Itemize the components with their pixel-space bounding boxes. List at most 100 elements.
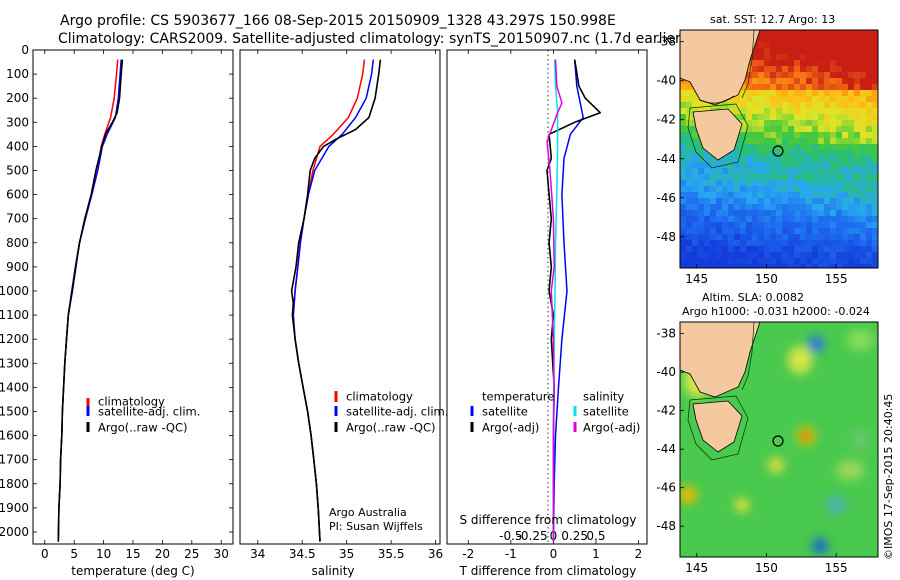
salinity-series (290, 59, 382, 542)
longitude-tick-label: 145 (685, 561, 708, 575)
temperature-x-axis: 0 5 10 15 20 25 30 (41, 50, 229, 561)
mainland-shelf-contour (741, 322, 755, 391)
latitude-tick-label: -40 (656, 365, 676, 379)
salinity-panel: 34 34.5 35 35.5 36 salinity climatology sate… (239, 49, 448, 578)
latitude-tick-label: -38 (656, 35, 676, 49)
sst-map-panel: sat. SST: 12.7 Argo: 13 145 150 155 -38 -40 -… (656, 13, 879, 286)
sst-map-axes: 145 150 155 -38 -40 -42 -44 -46 -48 (656, 35, 847, 286)
sla-map-axes: 145 150 155 -38 -40 -42 -44 -46 -48 (656, 327, 847, 575)
legend-s-argo: Argo(-adj) (583, 421, 640, 435)
sst-heatmap (680, 30, 878, 268)
salinity-axes-frame (239, 49, 441, 545)
shelf-contour (687, 395, 749, 461)
depth-tick-label: 1800 (0, 477, 29, 491)
salinity-xlabel: salinity (311, 564, 354, 578)
depth-tick-label: 1700 (0, 453, 29, 467)
depth-tick-label: 100 (6, 67, 29, 81)
sla-heatmap (680, 322, 878, 557)
latitude-tick-label: -44 (656, 152, 676, 166)
shelf-contour (687, 103, 749, 169)
sla-map-subtitle: Argo h1000: -0.031 h2000: -0.024 (682, 305, 870, 318)
legend-s-satellite: satellite (583, 405, 629, 419)
annotation-pi: PI: Susan Wijffels (329, 520, 423, 533)
longitude-tick-label: 150 (755, 561, 778, 575)
x-tick-label: 0 (41, 547, 49, 561)
legend-climatology: climatology (98, 395, 165, 409)
salinity-x-axis: 34 34.5 35 35.5 36 (250, 50, 443, 561)
depth-tick-label: 700 (6, 212, 29, 226)
x-tick-label: 25 (184, 547, 199, 561)
salinity-legend: climatology satellite-adj. clim. Argo(..… (334, 390, 448, 435)
latitude-tick-label: -40 (656, 74, 676, 88)
x-tick-label: 15 (125, 547, 140, 561)
depth-tick-label: 500 (6, 163, 29, 177)
latitude-tick-label: -42 (656, 404, 676, 418)
temperature-axes-frame (32, 49, 234, 545)
sla-map-title: Altim. SLA: 0.0082 (702, 291, 804, 304)
depth-tick-label: 1300 (0, 356, 29, 370)
imos-credit: ©IMOS 17-Sep-2015 20:40:45 (882, 394, 895, 560)
sst-map-title: sat. SST: 12.7 Argo: 13 (710, 13, 835, 26)
s-difference-axis: -0.5-0.25 0 0.250.5 (499, 529, 605, 543)
legend-header-temperature: temperature (482, 390, 554, 404)
latitude-tick-label: -42 (656, 113, 676, 127)
series-line-argo-raw-qc (57, 59, 124, 542)
depth-tick-label: 1600 (0, 429, 29, 443)
x-tick-label: -2 (462, 547, 474, 561)
depth-tick-label: 2000 (0, 525, 29, 539)
series-line-argo-raw-qc (290, 59, 382, 542)
s-difference-tick-label: -0.5 (499, 529, 522, 543)
longitude-tick-label: 155 (825, 561, 848, 575)
figure-title-line1: Argo profile: CS 5903677_166 08-Sep-2015… (60, 13, 616, 29)
difference-legend: temperature salinity satellite Argo(-adj… (470, 390, 640, 435)
argo-float-marker (772, 435, 784, 447)
depth-tick-label: 1000 (0, 284, 29, 298)
depth-tick-label: 800 (6, 236, 29, 250)
depth-tick-label: 900 (6, 260, 29, 274)
longitude-tick-label: 155 (825, 272, 848, 286)
figure-title-line2: Climatology: CARS2009. Satellite-adjuste… (58, 31, 686, 47)
longitude-tick-label: 145 (685, 272, 708, 286)
x-tick-label: 0 (550, 547, 558, 561)
latitude-tick-label: -38 (656, 327, 676, 341)
legend-argo: Argo(..raw -QC) (346, 421, 436, 435)
depth-tick-label: 400 (6, 139, 29, 153)
mainland-shelf-contour (741, 30, 755, 99)
latitude-tick-label: -46 (656, 191, 676, 205)
t-difference-x-axis: -2 -1 0 1 2 (462, 50, 642, 561)
sla-map-frame (679, 321, 879, 558)
depth-tick-label: 1400 (0, 380, 29, 394)
x-tick-label: 36 (428, 547, 443, 561)
legend-argo: Argo(..raw -QC) (98, 421, 188, 435)
difference-axes-frame (446, 49, 648, 545)
temperature-series (57, 59, 124, 542)
depth-tick-label: 200 (6, 91, 29, 105)
x-tick-label: 5 (70, 547, 78, 561)
mainland-australia (680, 30, 761, 106)
s-difference-tick-label: -0.25 (517, 529, 548, 543)
depth-tick-label: 600 (6, 188, 29, 202)
x-tick-label: 34 (250, 547, 265, 561)
tasmania (692, 400, 743, 453)
x-tick-label: 10 (96, 547, 111, 561)
depth-tick-label: 1100 (0, 308, 29, 322)
legend-satellite: satellite-adj. clim. (98, 405, 200, 419)
legend-t-satellite: satellite (482, 405, 528, 419)
s-difference-tick-label: 0.25 (561, 529, 588, 543)
legend-climatology: climatology (346, 390, 413, 404)
difference-series (546, 59, 602, 542)
x-tick-label: 1 (592, 547, 600, 561)
depth-tick-label: 0 (21, 43, 29, 57)
depth-tick-label: 1900 (0, 501, 29, 515)
x-tick-label: 2 (635, 547, 643, 561)
temperature-legend: climatology satellite-adj. clim. Argo(..… (86, 395, 200, 435)
depth-tick-label: 1200 (0, 332, 29, 346)
difference-panel: -2 -1 0 1 2 -0.5-0.25 0 0.250.5 T difference f… (446, 49, 648, 578)
argo-float-marker (772, 145, 784, 157)
x-tick-label: -1 (505, 547, 517, 561)
latitude-tick-label: -46 (656, 481, 676, 495)
annotation-argo-australia: Argo Australia (329, 506, 407, 519)
depth-tick-label: 1500 (0, 404, 29, 418)
legend-satellite: satellite-adj. clim. (346, 405, 448, 419)
